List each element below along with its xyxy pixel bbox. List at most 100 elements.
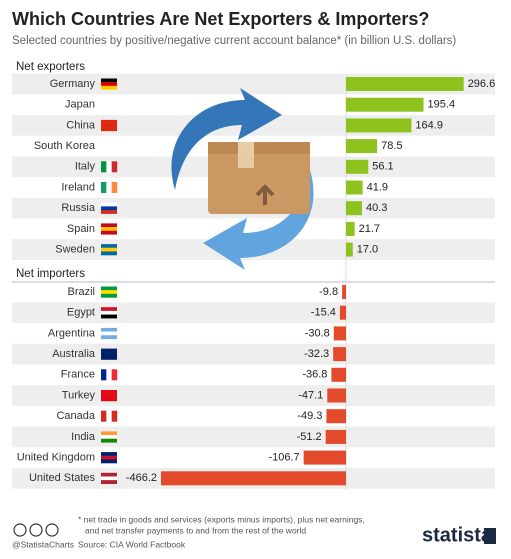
flag — [106, 161, 112, 173]
flag — [101, 144, 117, 149]
category-label: China — [66, 119, 96, 131]
brand: statista — [422, 524, 493, 546]
bar — [346, 77, 464, 91]
row-band — [12, 343, 495, 365]
bar — [326, 409, 346, 424]
source: Source: CIA World Factbook — [78, 539, 186, 549]
flag — [101, 435, 117, 439]
value-label: -15.4 — [311, 307, 336, 319]
flag — [101, 210, 117, 214]
value-label: 41.9 — [367, 181, 388, 193]
category-label: United States — [29, 472, 96, 484]
flag — [101, 202, 117, 207]
flag — [101, 335, 117, 340]
bar — [325, 429, 346, 444]
value-label: 17.0 — [357, 244, 378, 256]
value-label: -49.3 — [297, 410, 322, 422]
flag — [106, 369, 112, 381]
bar — [327, 388, 346, 403]
flag — [101, 290, 117, 295]
chart-subtitle: Selected countries by positive/negative … — [12, 35, 456, 47]
footnote: * net trade in goods and services (expor… — [78, 514, 365, 524]
category-label: India — [71, 431, 96, 443]
value-label: -47.1 — [298, 389, 323, 401]
bar — [339, 305, 346, 320]
value-label: -30.8 — [305, 327, 330, 339]
flag — [101, 431, 117, 436]
bar — [346, 139, 378, 154]
flag — [101, 161, 107, 173]
flag — [101, 223, 117, 228]
flag — [101, 327, 117, 332]
bar — [161, 471, 346, 486]
flag — [106, 410, 112, 422]
value-label: 21.7 — [359, 223, 380, 235]
bar — [333, 326, 346, 341]
category-label: Egypt — [67, 307, 95, 319]
value-label: 56.1 — [372, 161, 393, 173]
flag — [101, 251, 117, 256]
flag — [101, 314, 117, 319]
trade-icon — [171, 88, 314, 270]
group-label: Net exporters — [16, 61, 85, 73]
flag — [101, 476, 117, 481]
flag — [101, 227, 117, 231]
bar — [333, 347, 346, 362]
flag — [101, 206, 117, 211]
category-label: Sweden — [55, 244, 95, 256]
flag — [111, 161, 118, 173]
footnote: and net transfer payments to and from th… — [85, 525, 306, 535]
row-band — [12, 385, 495, 406]
flag — [101, 480, 117, 484]
category-label: France — [61, 369, 95, 381]
value-label: 195.4 — [428, 99, 456, 111]
flag — [111, 410, 118, 422]
flag — [101, 472, 117, 477]
category-label: Germany — [50, 78, 96, 90]
bar — [346, 201, 362, 216]
flag — [101, 244, 117, 248]
value-label: -32.3 — [304, 348, 329, 360]
category-label: Russia — [61, 202, 96, 214]
flag — [101, 355, 117, 360]
brand-mark — [484, 528, 496, 544]
credit: @StatistaCharts — [12, 539, 74, 549]
group-label: Net importers — [16, 268, 85, 280]
flag — [101, 438, 117, 443]
row-band — [12, 302, 495, 324]
value-label: 78.5 — [381, 140, 402, 152]
category-label: Ireland — [61, 181, 95, 193]
value-label: -466.2 — [126, 472, 157, 484]
flag — [111, 369, 118, 381]
flag — [101, 348, 117, 353]
flag — [101, 410, 107, 422]
flag — [101, 99, 117, 104]
bar — [331, 367, 346, 382]
value-label: 296.6 — [468, 78, 496, 90]
flag — [101, 140, 117, 145]
value-label: -36.8 — [302, 369, 327, 381]
category-label: Brazil — [67, 286, 95, 298]
marks: Germany 296.6 Japan 195.4 China 164.9 South Ko… — [17, 77, 496, 486]
bar — [346, 242, 353, 257]
flag — [101, 459, 117, 464]
flag — [101, 247, 117, 252]
flag — [101, 286, 117, 291]
bar — [346, 97, 424, 112]
category-label: Australia — [52, 348, 96, 360]
row-band — [12, 426, 495, 448]
bar — [346, 221, 355, 236]
bar — [346, 180, 363, 195]
value-label: 164.9 — [415, 119, 443, 131]
category-label: South Korea — [34, 140, 96, 152]
flag — [101, 182, 107, 193]
value-label: 40.3 — [366, 202, 387, 214]
flag — [101, 397, 117, 402]
flag — [101, 390, 117, 394]
flag — [101, 85, 117, 90]
flag — [101, 310, 117, 315]
flag — [101, 123, 117, 128]
flag — [101, 331, 117, 336]
flag — [101, 102, 117, 107]
